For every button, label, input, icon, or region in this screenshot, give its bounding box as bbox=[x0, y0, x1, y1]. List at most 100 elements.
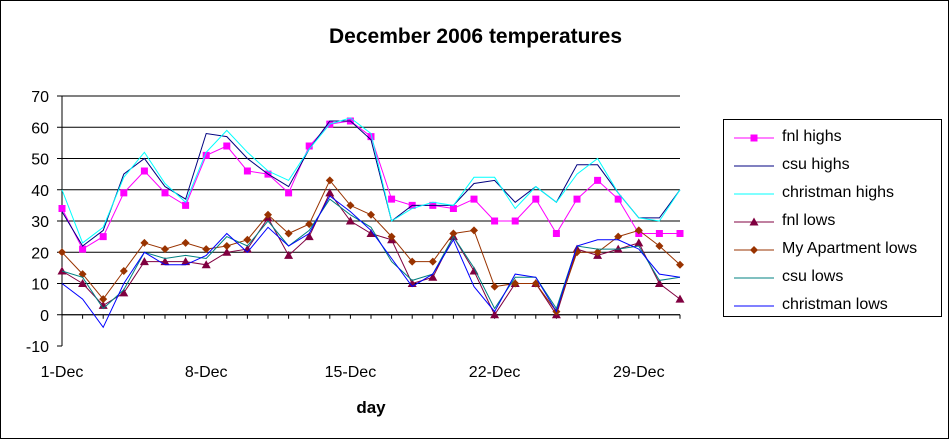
data-point bbox=[470, 226, 478, 235]
data-point bbox=[387, 232, 396, 241]
series-line-6 bbox=[61, 195, 681, 329]
data-point bbox=[78, 270, 87, 279]
y-tick-label: 0 bbox=[40, 308, 49, 325]
legend-swatch bbox=[734, 277, 774, 279]
data-point bbox=[285, 189, 293, 197]
legend-label: csu highs bbox=[782, 156, 850, 173]
x-axis-title: day bbox=[356, 398, 386, 417]
data-point bbox=[139, 257, 149, 266]
data-point bbox=[119, 288, 129, 297]
data-point bbox=[573, 195, 581, 203]
chart-title: December 2006 temperatures bbox=[329, 25, 622, 48]
data-point bbox=[655, 242, 664, 250]
x-tick-label: 1-Dec bbox=[41, 364, 84, 381]
data-point bbox=[305, 142, 313, 150]
data-point bbox=[532, 195, 540, 203]
data-point bbox=[325, 176, 334, 185]
legend-swatch bbox=[734, 246, 774, 254]
y-tick-label: 70 bbox=[31, 89, 49, 106]
data-point bbox=[264, 210, 272, 219]
data-point bbox=[202, 151, 210, 159]
data-point bbox=[634, 238, 644, 247]
data-point bbox=[491, 217, 499, 225]
data-point bbox=[573, 248, 581, 257]
x-tick-label: 22-Dec bbox=[469, 364, 521, 381]
data-point bbox=[470, 195, 478, 203]
data-point bbox=[511, 217, 519, 225]
data-point bbox=[222, 242, 231, 250]
data-point bbox=[284, 229, 293, 238]
legend-label: christman lows bbox=[782, 296, 888, 313]
data-point bbox=[490, 310, 500, 319]
x-tick-label: 29-Dec bbox=[613, 364, 665, 381]
data-point bbox=[655, 230, 663, 237]
y-tick-label: 60 bbox=[31, 120, 49, 137]
data-point bbox=[614, 232, 623, 241]
data-point bbox=[654, 279, 664, 287]
data-point bbox=[201, 260, 211, 269]
x-tick-label: 15-Dec bbox=[325, 364, 377, 381]
series-line-2 bbox=[61, 117, 681, 244]
legend-item: csu highs bbox=[724, 152, 941, 180]
legend-label: csu lows bbox=[782, 268, 844, 285]
data-point bbox=[181, 257, 191, 266]
legend-swatch bbox=[734, 217, 774, 226]
data-point bbox=[58, 248, 66, 257]
data-point bbox=[449, 229, 458, 238]
data-point bbox=[388, 195, 396, 203]
x-tick-label: 8-Dec bbox=[185, 364, 228, 381]
data-point bbox=[182, 201, 190, 209]
y-tick-label: 20 bbox=[31, 245, 49, 262]
data-point bbox=[223, 142, 231, 150]
y-tick-label: 30 bbox=[31, 214, 49, 231]
data-point bbox=[78, 279, 88, 287]
data-point bbox=[552, 230, 560, 237]
legend-label: fnl lows bbox=[782, 212, 836, 229]
y-tick-label: -10 bbox=[26, 339, 49, 356]
data-point bbox=[140, 238, 149, 247]
legend-item: My Apartment lows bbox=[724, 236, 941, 264]
data-point bbox=[161, 189, 169, 197]
data-point bbox=[305, 220, 314, 229]
data-point bbox=[366, 229, 376, 237]
y-tick-label: 10 bbox=[31, 277, 49, 294]
data-point bbox=[345, 216, 355, 225]
data-point bbox=[634, 226, 643, 235]
data-point bbox=[511, 279, 520, 288]
data-point bbox=[367, 133, 375, 141]
legend: fnl highs csu highs christman highs fnl low… bbox=[723, 119, 942, 317]
data-point bbox=[614, 195, 622, 203]
legend-swatch bbox=[734, 134, 774, 142]
data-point bbox=[449, 205, 457, 212]
data-point bbox=[428, 257, 437, 266]
legend-swatch bbox=[734, 165, 774, 167]
data-point bbox=[490, 282, 499, 291]
data-point bbox=[243, 235, 252, 244]
data-point bbox=[120, 189, 128, 197]
legend-swatch bbox=[734, 193, 774, 195]
data-point bbox=[99, 233, 107, 241]
data-point bbox=[222, 247, 232, 256]
data-point bbox=[119, 267, 128, 275]
series-line-4 bbox=[61, 179, 681, 313]
legend-item: christman lows bbox=[724, 292, 941, 320]
data-point bbox=[161, 245, 169, 254]
data-point bbox=[408, 257, 417, 266]
data-point bbox=[202, 245, 211, 254]
legend-swatch bbox=[734, 305, 774, 307]
data-point bbox=[367, 210, 375, 219]
data-point bbox=[243, 167, 251, 175]
data-point bbox=[676, 230, 684, 237]
data-point bbox=[304, 232, 314, 241]
data-point bbox=[593, 248, 602, 257]
data-point bbox=[675, 294, 685, 303]
data-point bbox=[325, 188, 335, 197]
legend-item: fnl lows bbox=[724, 208, 941, 236]
data-point bbox=[99, 295, 108, 304]
data-point bbox=[140, 167, 148, 175]
y-tick-label: 40 bbox=[31, 183, 49, 200]
data-point bbox=[79, 245, 87, 253]
legend-item: fnl highs bbox=[724, 124, 941, 152]
